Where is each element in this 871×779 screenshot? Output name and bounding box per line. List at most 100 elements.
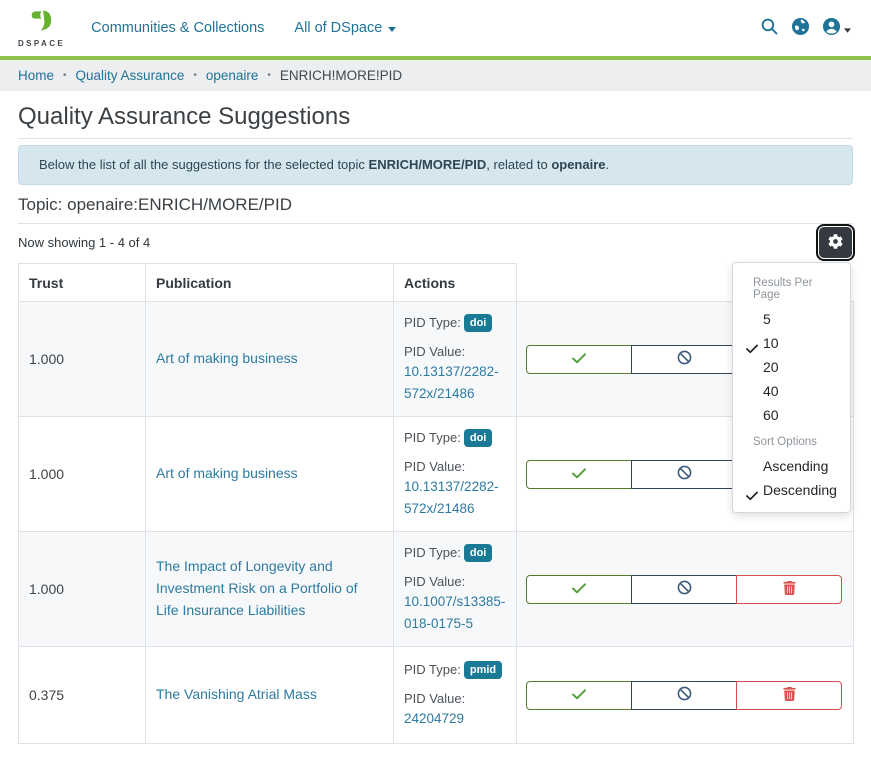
pid-value-label: PID Value: — [404, 574, 466, 590]
divider — [18, 138, 853, 139]
language-button[interactable] — [789, 15, 812, 41]
delete-button[interactable] — [736, 680, 842, 710]
pid-info-cell: PID Type: pmid PID Value: 24204729 — [393, 646, 517, 744]
nav-communities-label: Communities & Collections — [91, 20, 265, 36]
table-row: 1.000 The Impact of Longevity and Invest… — [18, 531, 854, 647]
option-label: 60 — [763, 407, 779, 423]
top-navbar: DSPACE Communities & Collections All of … — [0, 0, 871, 56]
pid-value-label: PID Value: — [404, 691, 466, 707]
sort-option-descending[interactable]: Descending — [733, 478, 850, 502]
breadcrumb-home[interactable]: Home — [18, 68, 55, 83]
pid-value-link[interactable]: 10.1007/s13385-018-0175-5 — [404, 593, 506, 631]
row-actions-cell — [516, 646, 854, 744]
approve-button[interactable] — [526, 574, 632, 604]
pid-value-link[interactable]: 24204729 — [404, 710, 465, 726]
pid-type-badge: doi — [463, 313, 493, 332]
pid-value-link[interactable]: 10.13137/2282-572x/21486 — [404, 478, 499, 516]
results-per-page-header: Results Per Page — [753, 277, 813, 301]
sort-options-header: Sort Options — [753, 436, 817, 448]
publication-link[interactable]: Art of making business — [156, 465, 298, 482]
results-option-5[interactable]: 5 — [733, 307, 850, 331]
breadcrumb-separator: • — [193, 70, 197, 81]
ignore-button[interactable] — [631, 680, 737, 710]
breadcrumb-openaire[interactable]: openaire — [205, 68, 259, 83]
trust-value: 1.000 — [18, 531, 146, 647]
page-title: Quality Assurance Suggestions — [18, 103, 351, 130]
nav-communities-collections[interactable]: Communities & Collections — [91, 20, 264, 36]
check-icon — [746, 484, 758, 508]
caret-down-icon — [388, 20, 397, 36]
approve-button[interactable] — [526, 680, 632, 710]
check-icon — [572, 688, 586, 703]
breadcrumb-current-topic: ENRICH!MORE!PID — [279, 68, 403, 83]
pid-value-link[interactable]: 10.13137/2282-572x/21486 — [404, 363, 499, 401]
pid-value-label: PID Value: — [404, 344, 466, 360]
user-menu-button[interactable] — [820, 15, 853, 41]
nav-all-dspace-label: All of DSpace — [294, 20, 383, 36]
pid-type-badge: doi — [463, 543, 493, 562]
suggestions-table: Trust Publication Actions 1.000 Art of m… — [18, 263, 854, 744]
check-icon — [572, 467, 586, 482]
breadcrumb-quality-assurance[interactable]: Quality Assurance — [75, 68, 185, 83]
alert-source: openaire — [551, 157, 606, 172]
alert-text: , related to — [486, 157, 552, 172]
publication-link[interactable]: The Vanishing Atrial Mass — [156, 686, 317, 703]
results-option-10[interactable]: 10 — [733, 331, 850, 355]
topic-heading: Topic: openaire:ENRICH/MORE/PID — [18, 195, 292, 214]
ignore-button[interactable] — [631, 344, 737, 374]
option-label: 5 — [763, 311, 771, 327]
pagination-settings-button[interactable] — [819, 227, 852, 258]
check-icon — [746, 337, 758, 361]
main-content: Quality Assurance Suggestions Below the … — [0, 103, 871, 744]
ban-icon — [677, 465, 692, 483]
results-option-40[interactable]: 40 — [733, 379, 850, 403]
table-row: 1.000 Art of making business PID Type: do… — [18, 416, 854, 532]
trash-icon — [782, 686, 796, 704]
breadcrumb: Home • Quality Assurance • openaire • EN… — [0, 60, 871, 91]
option-label: 10 — [763, 335, 779, 351]
column-header-publication: Publication — [145, 263, 394, 302]
ban-icon — [677, 350, 692, 368]
row-actions-cell — [516, 531, 854, 647]
pid-type-label: PID Type: — [404, 544, 461, 560]
gear-icon — [828, 233, 843, 252]
caret-down-icon — [844, 21, 851, 36]
globe-icon — [791, 17, 810, 39]
ignore-button[interactable] — [631, 459, 737, 489]
ignore-button[interactable] — [631, 574, 737, 604]
check-icon — [572, 352, 586, 367]
approve-button[interactable] — [526, 459, 632, 489]
dspace-logo-icon — [29, 9, 55, 37]
pid-type-label: PID Type: — [404, 661, 461, 677]
pid-type-badge: doi — [463, 428, 493, 447]
trust-value: 1.000 — [18, 416, 146, 532]
search-button[interactable] — [758, 15, 781, 41]
divider — [18, 223, 853, 224]
pid-type-badge: pmid — [463, 660, 503, 679]
breadcrumb-separator: • — [267, 70, 271, 81]
pid-type-label: PID Type: — [404, 429, 461, 445]
results-option-60[interactable]: 60 — [733, 403, 850, 427]
ban-icon — [677, 686, 692, 704]
table-row: 0.375 The Vanishing Atrial Mass PID Type… — [18, 646, 854, 744]
option-label: 20 — [763, 359, 779, 375]
dspace-logo-text: DSPACE — [18, 38, 66, 48]
option-label: Ascending — [763, 458, 829, 474]
info-alert: Below the list of all the suggestions fo… — [18, 145, 853, 185]
main-nav: Communities & Collections All of DSpace — [91, 20, 758, 36]
trust-value: 0.375 — [18, 646, 146, 744]
approve-button[interactable] — [526, 344, 632, 374]
results-option-20[interactable]: 20 — [733, 355, 850, 379]
publication-link[interactable]: Art of making business — [156, 350, 298, 367]
row-action-button-group — [526, 574, 842, 604]
pagination-settings-dropdown: Results Per Page 5 10 20 40 60 Sort Opti… — [732, 262, 851, 513]
dspace-logo[interactable]: DSPACE — [18, 9, 65, 48]
user-icon — [822, 17, 841, 39]
delete-button[interactable] — [736, 574, 842, 604]
table-header-row: Trust Publication Actions — [18, 263, 854, 302]
results-count: Now showing 1 - 4 of 4 — [18, 234, 151, 250]
sort-option-ascending[interactable]: Ascending — [733, 454, 850, 478]
nav-all-of-dspace[interactable]: All of DSpace — [294, 20, 397, 36]
publication-link[interactable]: The Impact of Longevity and Investment R… — [156, 558, 358, 618]
